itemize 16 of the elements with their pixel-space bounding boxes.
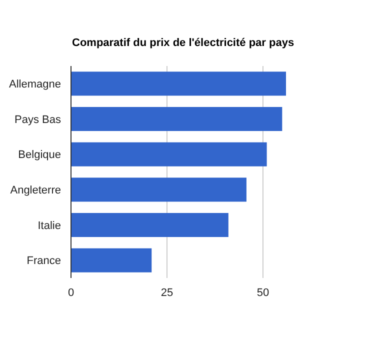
x-tick-label: 0 [68, 287, 74, 299]
x-tick-label: 50 [256, 287, 270, 299]
bar [71, 212, 228, 238]
bar [71, 72, 286, 96]
bar [71, 178, 246, 202]
y-tick-label: Italie [38, 220, 61, 232]
y-tick-label: Pays Bas [14, 114, 62, 126]
y-tick-label: Belgique [18, 149, 61, 162]
bar [71, 248, 152, 272]
y-tick-label: Allemagne [9, 78, 61, 91]
bar [71, 142, 267, 166]
y-tick-label: Angleterre [10, 184, 61, 197]
bar [71, 106, 282, 132]
chart-title: Comparatif du prix de l'électricité par pays [72, 37, 294, 49]
x-tick-label: 25 [160, 287, 174, 299]
y-tick-label: France [26, 255, 61, 268]
